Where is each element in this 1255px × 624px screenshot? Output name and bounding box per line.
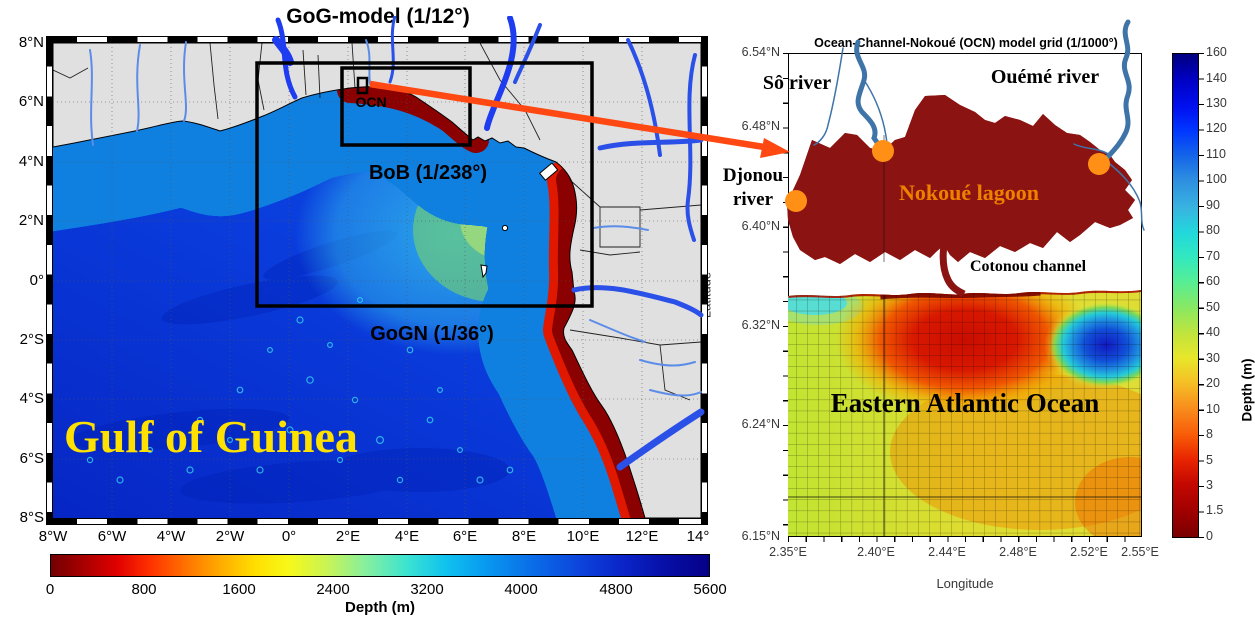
y-tick: 2°S <box>19 331 44 348</box>
djonou-river-label: Djonou river <box>722 165 784 210</box>
colorbar-tick: 4800 <box>599 581 633 598</box>
colorbar-tick: 140 <box>1206 71 1227 85</box>
x-tick: 6°E <box>452 528 478 545</box>
colorbar-tick: 100 <box>1206 172 1227 186</box>
colorbar-tick: 8 <box>1206 427 1213 441</box>
x-tick: 4°W <box>156 528 186 545</box>
x-tick: 2.40°E <box>857 545 895 559</box>
x-tick: 8°E <box>511 528 537 545</box>
x-tick: 4°E <box>394 528 420 545</box>
right-map-title: Ocean-Channel-Nokoué (OCN) model grid (1… <box>814 36 1118 50</box>
colorbar-tick: 2400 <box>316 581 350 598</box>
colorbar-tick: 10 <box>1206 402 1220 416</box>
y-tick: 6.32°N <box>741 318 780 332</box>
x-tick: 2.52°E <box>1070 545 1108 559</box>
colorbar-tick: 130 <box>1206 96 1227 110</box>
x-tick: 2°W <box>215 528 245 545</box>
y-tick: 6°S <box>19 450 44 467</box>
y-tick: 6.40°N <box>741 219 780 233</box>
colorbar-tick: 0 <box>45 581 55 598</box>
cotonou-channel-water <box>939 244 966 298</box>
x-tick: 6°W <box>97 528 127 545</box>
x-tick: 10°E <box>566 528 600 545</box>
colorbar-tick: 120 <box>1206 121 1227 135</box>
colorbar-tick: 4000 <box>504 581 538 598</box>
left-map-title: GoG-model (1/12°) <box>286 5 470 28</box>
colorbar-tick: 160 <box>1206 45 1227 59</box>
colorbar-tick: 800 <box>131 581 157 598</box>
gogn-domain-box <box>255 61 594 308</box>
y-tick: 2°N <box>18 212 44 229</box>
ocn-rivers <box>813 19 1145 231</box>
y-tick: 6°N <box>18 93 44 110</box>
colorbar-tick: 40 <box>1206 325 1220 339</box>
eastern-atlantic-ocean-label: Eastern Atlantic Ocean <box>831 388 1099 418</box>
depth-colorbar-vertical <box>1172 53 1199 538</box>
left-map-frame-right <box>701 36 708 525</box>
left-colorbar-label: Depth (m) <box>345 599 415 616</box>
x-tick: 2.48°E <box>999 545 1037 559</box>
colorbar-tick: 5600 <box>693 581 727 598</box>
colorbar-tick: 3200 <box>410 581 444 598</box>
colorbar-tick: 80 <box>1206 223 1220 237</box>
x-tick: 0° <box>281 528 297 545</box>
colorbar-tick: 90 <box>1206 198 1220 212</box>
y-tick: 6.48°N <box>741 119 780 133</box>
y-tick: 8°N <box>18 34 44 51</box>
colorbar-tick: 60 <box>1206 274 1220 288</box>
colorbar-tick: 30 <box>1206 351 1220 365</box>
colorbar-tick: 3 <box>1206 478 1213 492</box>
y-tick: 6.54°N <box>741 45 780 59</box>
colorbar-tick: 0 <box>1206 529 1213 543</box>
oueme-river-mouth-dot <box>1088 153 1110 175</box>
ocn-model-grid-map: Nokoué lagoon Cotonou channel Eastern At… <box>785 19 1145 536</box>
x-tick: 2°E <box>335 528 361 545</box>
seafloor-speckles <box>86 297 514 484</box>
y-axis-minor-ticks <box>783 53 788 538</box>
depth-colorbar-horizontal <box>50 554 710 577</box>
colorbar-ticks-strip <box>1199 53 1204 538</box>
colorbar-tick: 1.5 <box>1206 503 1224 517</box>
river-mouth-dots <box>785 140 1110 212</box>
cotonou-channel-label: Cotonou channel <box>970 258 1087 275</box>
right-colorbar-label: Depth (m) <box>1239 358 1255 422</box>
x-tick: 2.44°E <box>928 545 966 559</box>
x-tick: 12°E <box>625 528 659 545</box>
y-tick: 4°N <box>18 153 44 170</box>
y-tick: 4°S <box>19 390 44 407</box>
x-axis-label: Longitude <box>936 576 994 591</box>
colorbar-tick: 1600 <box>222 581 256 598</box>
colorbar-tick: 20 <box>1206 376 1220 390</box>
y-tick: 6.24°N <box>741 417 780 431</box>
djonou-river-mouth-dot <box>785 190 807 212</box>
x-axis-minor-ticks <box>788 537 1142 542</box>
nokoue-lagoon-label: Nokoué lagoon <box>899 180 1039 205</box>
colorbar-tick: 50 <box>1206 300 1220 314</box>
colorbar-tick: 5 <box>1206 453 1213 467</box>
x-tick: 14° <box>686 528 710 545</box>
y-tick: 6.15°N <box>741 529 780 543</box>
y-tick: 0° <box>29 272 44 289</box>
colorbar-tick: 110 <box>1206 147 1226 161</box>
so-river-mouth-dot <box>872 140 894 162</box>
x-tick: 2.35°E <box>769 545 807 559</box>
gogn-box-label: GoGN (1/36°) <box>370 323 494 345</box>
y-tick: 8°S <box>19 509 44 526</box>
islands <box>480 162 559 279</box>
oueme-river-label: Ouémé river <box>990 66 1100 88</box>
x-tick: 2.55°E <box>1121 545 1159 559</box>
x-tick: 8°W <box>38 528 68 545</box>
colorbar-tick: 70 <box>1206 249 1220 263</box>
ocn-domain-box <box>356 76 369 95</box>
ocn-box-label: OCN <box>355 94 386 110</box>
left-map-frame-left <box>46 36 53 525</box>
gulf-of-guinea-label: Gulf of Guinea <box>64 411 358 462</box>
so-river-label: Sô river <box>762 72 832 94</box>
bob-box-label: BoB (1/238°) <box>369 162 487 184</box>
